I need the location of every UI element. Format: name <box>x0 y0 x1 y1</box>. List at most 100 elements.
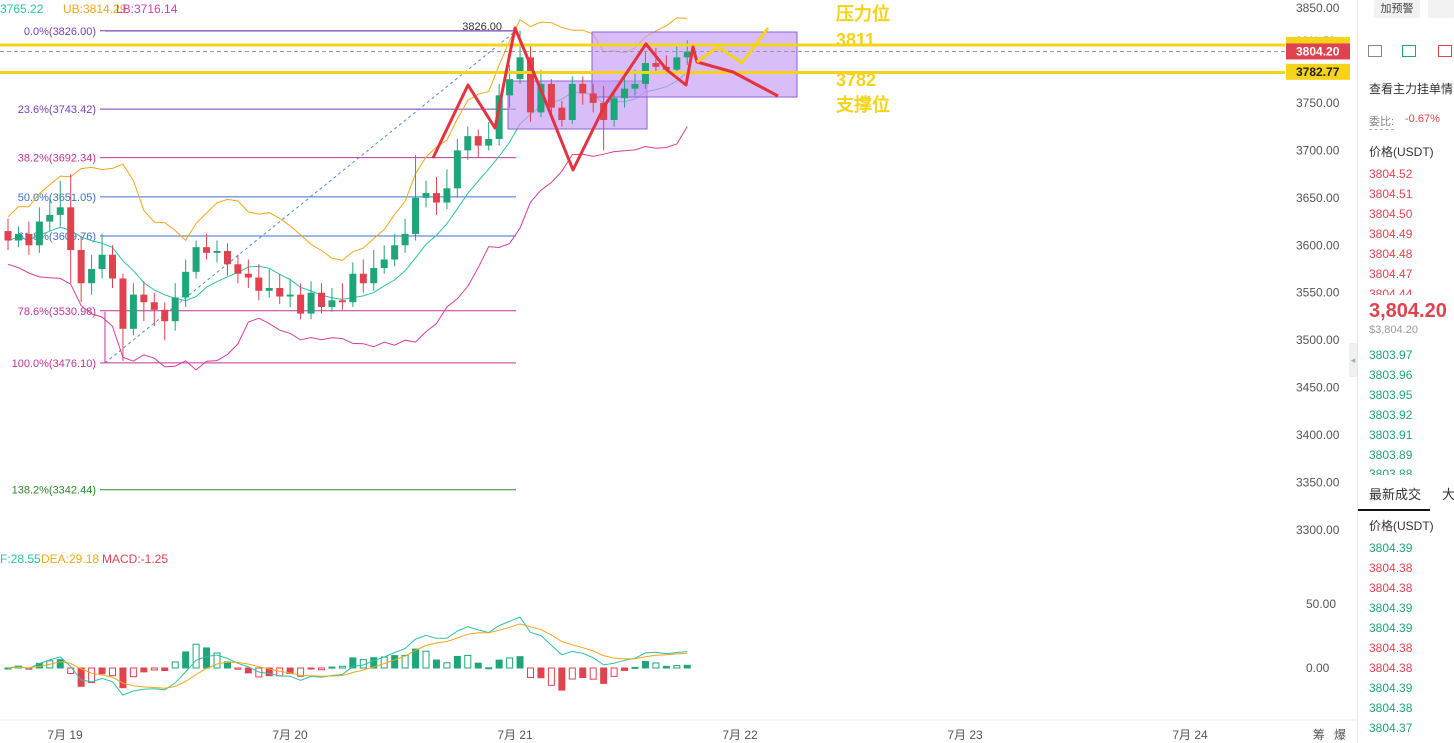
candle-body <box>318 292 325 307</box>
boll-mid-value: 3765.22 <box>0 2 44 16</box>
candle-body <box>506 79 514 96</box>
macd-histogram-bar <box>485 667 493 670</box>
candle-body <box>359 273 367 284</box>
macd-histogram-bar <box>600 667 608 684</box>
y-tick-label: 3350.00 <box>1296 476 1340 490</box>
candle-body <box>391 245 399 260</box>
ask-row[interactable]: 3804.49 <box>1369 227 1413 241</box>
candle-body <box>171 297 179 322</box>
candle-body <box>297 294 305 314</box>
bottom-label-b: 爆 <box>1334 728 1346 742</box>
ask-row[interactable]: 3804.52 <box>1369 167 1413 181</box>
candle-body <box>265 287 273 291</box>
candle-body <box>579 83 587 94</box>
price-chart[interactable]: 0.0%(3826.00) 23.6%(3743.42) 38.2%(3692.34… <box>0 0 1357 743</box>
macd-histogram-bar <box>621 667 629 671</box>
bid-row[interactable]: 3803.96 <box>1369 368 1413 382</box>
candle-body <box>234 264 242 274</box>
macd-histogram-bar <box>98 667 106 675</box>
macd-histogram-bar <box>370 657 378 669</box>
candle-body <box>485 138 493 146</box>
sidebar-extra-button[interactable] <box>1428 0 1454 18</box>
ask-row[interactable]: 3804.48 <box>1369 247 1413 261</box>
support-value: 3782 <box>836 70 876 90</box>
candle-body <box>349 273 357 303</box>
book-asks-icon[interactable] <box>1438 45 1452 57</box>
trade-row: 3804.39 <box>1369 601 1413 615</box>
macd-histogram-bar <box>641 661 649 669</box>
bid-row[interactable]: 3803.92 <box>1369 408 1413 422</box>
macd-tick-0: 0.00 <box>1306 661 1330 675</box>
candle-body <box>223 250 231 265</box>
main-orders-link[interactable]: 查看主力挂单情 <box>1369 82 1454 96</box>
add-alert-button[interactable]: 加预警 <box>1374 0 1420 18</box>
current-price-tag: 3804.20 <box>1296 44 1340 58</box>
macd-histogram-bar <box>318 667 325 671</box>
book-bids-icon[interactable] <box>1402 45 1416 57</box>
macd-histogram-bar <box>297 667 305 677</box>
projection-path-yellow <box>696 27 770 65</box>
candle-body <box>46 214 54 222</box>
tab-latest-trades[interactable]: 最新成交 <box>1369 487 1422 502</box>
trade-row: 3804.38 <box>1369 581 1413 595</box>
macd-histogram-bar <box>265 667 273 677</box>
candle-body <box>119 278 127 329</box>
candle-body <box>443 188 451 203</box>
panel-toggle-handle[interactable]: ◂ <box>1349 343 1357 377</box>
bid-row[interactable]: 3803.97 <box>1369 348 1413 362</box>
macd-histogram-bar <box>631 666 639 669</box>
ask-row[interactable]: 3804.47 <box>1369 267 1413 281</box>
macd-histogram-bar <box>432 659 440 669</box>
macd-histogram-bar <box>213 652 221 669</box>
candle-body <box>600 102 608 120</box>
macd-histogram-bar <box>547 667 555 686</box>
bid-row[interactable]: 3803.91 <box>1369 428 1413 442</box>
macd-histogram-bar <box>537 667 545 679</box>
candle-body <box>14 233 22 241</box>
candle-body <box>631 83 639 89</box>
support-title: 支撑位 <box>835 94 890 115</box>
macd-histogram-bar <box>662 665 670 669</box>
x-tick-label: 7月 23 <box>947 728 983 742</box>
ask-row[interactable]: 3804.50 <box>1369 207 1413 221</box>
ask-row[interactable]: 3804.51 <box>1369 187 1413 201</box>
candle-body <box>589 93 597 103</box>
active-tab-underline <box>1358 509 1430 511</box>
candle-body <box>192 247 200 272</box>
ratio-label: 委比: <box>1369 113 1395 130</box>
macd-histogram-bar <box>129 667 137 678</box>
trade-row: 3804.39 <box>1369 681 1413 695</box>
candle-body <box>370 268 378 284</box>
range-box-right <box>591 31 798 98</box>
trade-row: 3804.38 <box>1369 641 1413 655</box>
trade-row: 3804.37 <box>1369 721 1413 735</box>
bid-row[interactable]: 3803.89 <box>1369 448 1413 462</box>
candle-body <box>464 136 472 151</box>
macd-histogram-bar <box>652 662 660 669</box>
y-tick-label: 3400.00 <box>1296 428 1340 442</box>
tab-large-trades[interactable]: 大 <box>1442 487 1454 502</box>
macd-histogram-bar <box>391 655 399 669</box>
candle-body <box>286 294 294 297</box>
fib-label: 23.6%(3743.42) <box>18 104 96 116</box>
candle-body <box>432 193 440 203</box>
book-both-icon[interactable] <box>1368 45 1382 57</box>
macd-histogram-bar <box>673 664 681 669</box>
candle-body <box>161 309 169 322</box>
bid-row[interactable]: 3803.95 <box>1369 388 1413 402</box>
candle-body <box>25 233 33 246</box>
candle-body <box>98 254 106 269</box>
x-tick-label: 7月 21 <box>497 728 533 742</box>
trade-row: 3804.38 <box>1369 701 1413 715</box>
projection-path-red <box>431 26 779 172</box>
candle-body <box>129 294 137 329</box>
candle-body <box>67 207 75 251</box>
candle-body <box>610 98 618 120</box>
y-tick-label: 3550.00 <box>1296 286 1340 300</box>
candle-body <box>244 273 252 278</box>
candle-body <box>328 300 336 307</box>
candle-body <box>453 150 461 189</box>
y-tick-label: 3450.00 <box>1296 381 1340 395</box>
macd-histogram-bar <box>77 667 85 687</box>
macd-dea-line <box>7 623 688 689</box>
